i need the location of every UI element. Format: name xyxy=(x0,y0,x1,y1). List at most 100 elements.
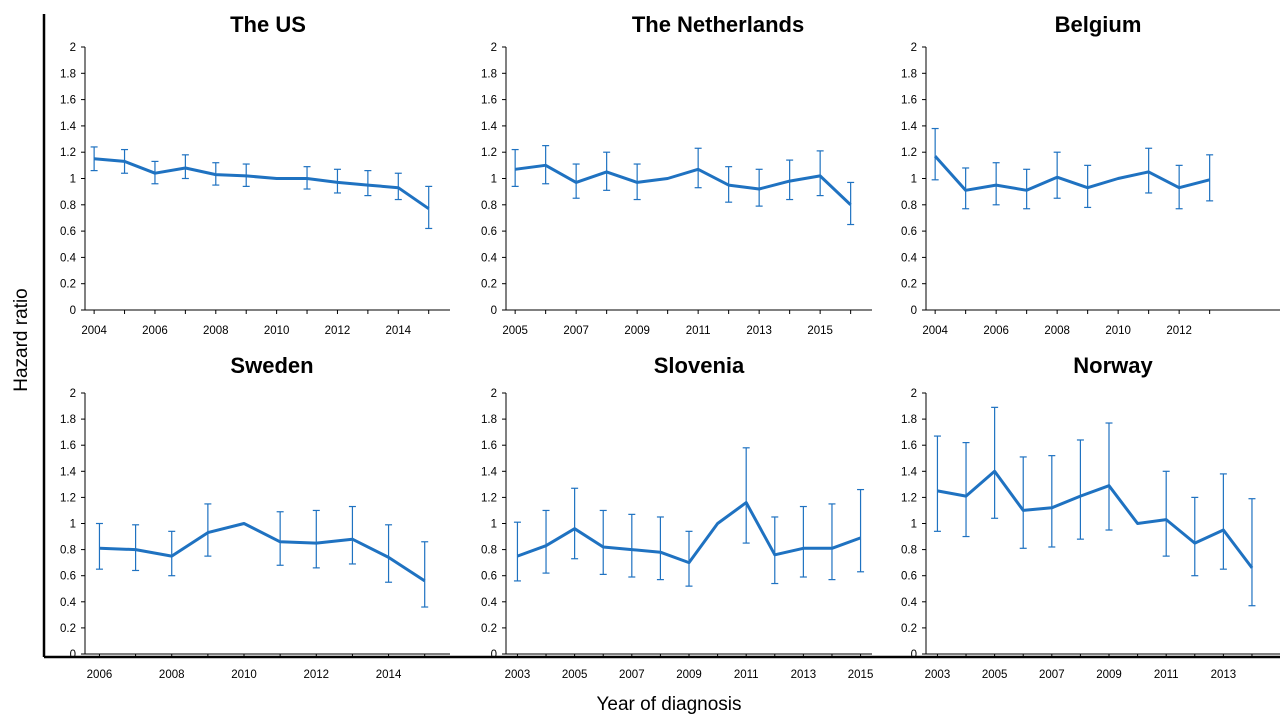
y-tick-label: 1.2 xyxy=(60,147,76,159)
y-tick-label: 0.4 xyxy=(60,252,77,264)
y-tick-label: 0 xyxy=(70,649,76,661)
x-tick-label: 2010 xyxy=(264,325,290,337)
x-tick-label: 2013 xyxy=(1211,669,1237,681)
y-tick-label: 0.2 xyxy=(901,623,917,635)
y-tick-label: 1.2 xyxy=(901,147,917,159)
y-tick-label: 2 xyxy=(911,42,917,54)
y-tick-label: 0.6 xyxy=(901,226,917,238)
series-line xyxy=(514,163,852,206)
panel-title: Norway xyxy=(1073,353,1153,378)
y-tick-label: 1.4 xyxy=(481,466,498,478)
x-tick-label: 2009 xyxy=(624,325,650,337)
y-tick-label: 0.4 xyxy=(60,597,77,609)
y-tick-label: 0 xyxy=(491,649,497,661)
y-tick-label: 0.8 xyxy=(60,545,76,557)
global-y-label: Hazard ratio xyxy=(11,288,32,392)
x-tick-label: 2012 xyxy=(303,669,329,681)
y-tick-label: 1.4 xyxy=(60,121,77,133)
x-tick-label: 2006 xyxy=(983,325,1009,337)
x-tick-label: 2008 xyxy=(203,325,229,337)
x-tick-label: 2015 xyxy=(848,669,874,681)
x-tick-label: 2005 xyxy=(562,669,588,681)
x-tick-label: 2006 xyxy=(142,325,168,337)
y-tick-label: 1.4 xyxy=(901,121,918,133)
series-line xyxy=(99,522,426,583)
y-tick-label: 1 xyxy=(911,174,917,186)
panel-belgium: Belgium 0 0.2 0.4 0.6 0.8 1 1.2 1.4 1.6 1.8 2 2004 20… xyxy=(901,12,1280,337)
x-tick-label: 2013 xyxy=(746,325,772,337)
y-tick-label: 0.6 xyxy=(901,571,917,583)
y-tick-label: 0.4 xyxy=(901,597,918,609)
y-tick-label: 1.8 xyxy=(901,68,917,80)
y-tick-label: 1.6 xyxy=(481,440,497,452)
series-line xyxy=(93,157,430,210)
y-tick-label: 1.4 xyxy=(60,466,77,478)
y-tick-label: 0.8 xyxy=(60,200,76,212)
x-tick-label: 2012 xyxy=(325,325,351,337)
y-tick-label: 0.4 xyxy=(901,252,918,264)
y-tick-label: 1 xyxy=(70,519,76,531)
x-tick-label: 2005 xyxy=(502,325,528,337)
x-tick-label: 2015 xyxy=(807,325,833,337)
y-tick-label: 0.2 xyxy=(60,623,76,635)
y-tick-label: 1.8 xyxy=(60,414,76,426)
y-tick-label: 1.2 xyxy=(481,147,497,159)
panel-title: The US xyxy=(230,12,306,37)
x-tick-label: 2009 xyxy=(1096,669,1122,681)
y-tick-label: 0.2 xyxy=(481,279,497,291)
y-tick-label: 0 xyxy=(491,305,497,317)
panel-sweden: Sweden 0 0.2 0.4 0.6 0.8 1 1.2 1.4 1.6 1.8 2 2006 200… xyxy=(60,353,450,681)
y-tick-label: 0.6 xyxy=(481,226,497,238)
y-tick-label: 0.2 xyxy=(901,279,917,291)
x-tick-label: 2008 xyxy=(159,669,185,681)
y-tick-label: 0.6 xyxy=(60,226,76,238)
y-tick-label: 1 xyxy=(70,174,76,186)
x-tick-label: 2014 xyxy=(385,325,411,337)
y-tick-label: 1.6 xyxy=(60,440,76,452)
x-tick-label: 2007 xyxy=(1039,669,1065,681)
y-tick-label: 1.8 xyxy=(481,68,497,80)
panel-title: The Netherlands xyxy=(632,12,804,37)
x-tick-label: 2011 xyxy=(1154,669,1179,681)
x-tick-label: 2012 xyxy=(1166,325,1192,337)
x-tick-label: 2006 xyxy=(87,669,113,681)
x-tick-label: 2003 xyxy=(505,669,531,681)
y-tick-label: 1.8 xyxy=(481,414,497,426)
x-tick-label: 2010 xyxy=(231,669,257,681)
x-tick-label: 2011 xyxy=(734,669,759,681)
x-tick-label: 2010 xyxy=(1105,325,1131,337)
x-tick-label: 2009 xyxy=(676,669,702,681)
series-line xyxy=(937,469,1254,569)
y-tick-label: 1 xyxy=(491,174,497,186)
x-tick-label: 2004 xyxy=(922,325,948,337)
x-tick-label: 2004 xyxy=(81,325,107,337)
y-tick-label: 0.2 xyxy=(481,623,497,635)
x-tick-label: 2007 xyxy=(563,325,589,337)
y-tick-label: 1 xyxy=(491,519,497,531)
y-tick-label: 1.2 xyxy=(60,492,76,504)
series-line xyxy=(516,501,862,565)
y-tick-label: 1.6 xyxy=(481,95,497,107)
x-tick-label: 2003 xyxy=(925,669,951,681)
y-tick-label: 1.6 xyxy=(901,440,917,452)
panel-slovenia: Slovenia 0 0.2 0.4 0.6 0.8 1 1.2 1.4 1.6 1.8 2 2003 2… xyxy=(481,353,873,681)
y-tick-label: 0.4 xyxy=(481,597,498,609)
x-tick-label: 2011 xyxy=(686,325,711,337)
y-tick-label: 1.4 xyxy=(481,121,498,133)
x-tick-label: 2013 xyxy=(791,669,817,681)
x-tick-label: 2007 xyxy=(619,669,645,681)
y-tick-label: 0 xyxy=(911,649,917,661)
y-tick-label: 1.2 xyxy=(481,492,497,504)
panel-the-us: The US 0 0.2 0.4 0.6 0.8 1 1.2 1.4 1.6 1.8 2 2004 200… xyxy=(60,12,450,337)
y-tick-label: 2 xyxy=(491,42,497,54)
y-tick-label: 1.8 xyxy=(901,414,917,426)
y-tick-label: 0.8 xyxy=(481,545,497,557)
y-tick-label: 0.6 xyxy=(60,571,76,583)
y-tick-label: 2 xyxy=(70,388,76,400)
y-tick-label: 0.8 xyxy=(901,200,917,212)
panel-title: Slovenia xyxy=(654,353,745,378)
y-tick-label: 1.8 xyxy=(60,68,76,80)
x-tick-label: 2014 xyxy=(376,669,402,681)
y-tick-label: 0 xyxy=(911,305,917,317)
